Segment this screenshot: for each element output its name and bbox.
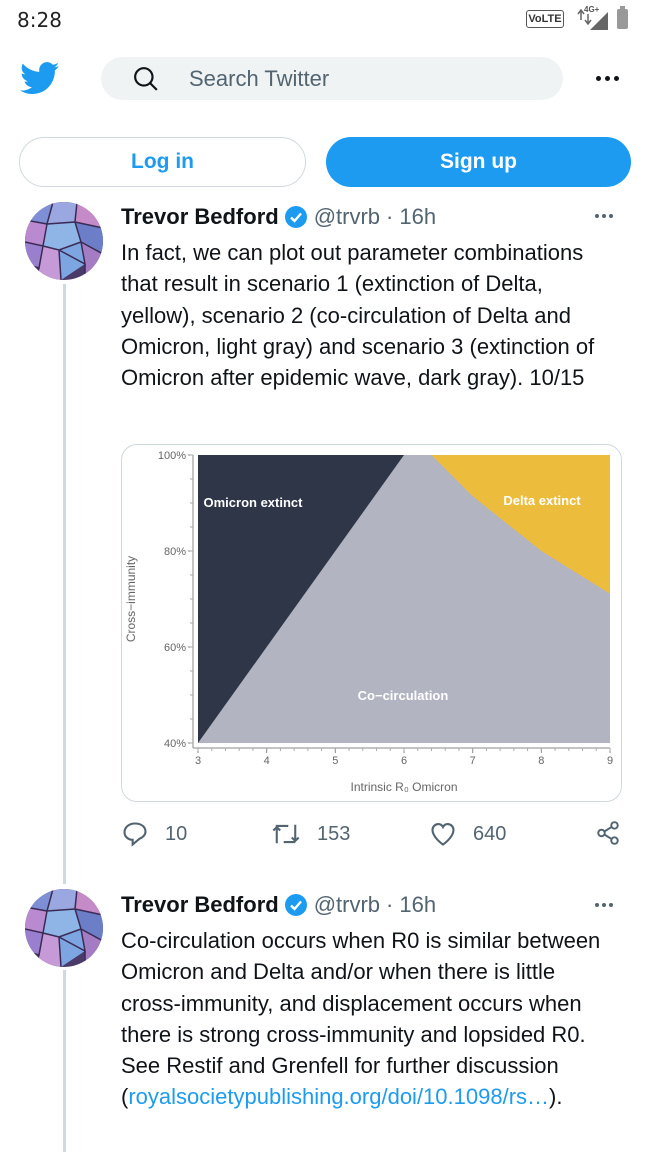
share-button[interactable]	[595, 820, 621, 846]
share-icon	[597, 821, 619, 845]
x-tick-label: 7	[470, 755, 476, 767]
reply-count: 10	[165, 822, 188, 845]
author-name[interactable]: Trevor Bedford	[121, 204, 279, 229]
search-icon	[134, 66, 158, 91]
like-count: 640	[473, 822, 507, 845]
separator: ·	[386, 892, 394, 917]
verified-badge-icon	[284, 205, 308, 229]
more-icon[interactable]	[596, 76, 619, 81]
search-bar[interactable]	[101, 57, 563, 100]
separator: ·	[386, 204, 394, 229]
tweet-text: In fact, we can plot out parameter combi…	[121, 240, 595, 391]
author-handle[interactable]: @trvrb	[313, 892, 381, 917]
top-bar	[0, 48, 648, 108]
region-delta-extinct	[431, 455, 610, 594]
network-type: 4G+	[584, 5, 600, 14]
signup-button[interactable]: Sign up	[326, 137, 631, 187]
y-tick-label: 100%	[158, 450, 186, 462]
thread-line	[63, 284, 66, 884]
status-bar: 8:28 VoLTE 4G+	[0, 0, 648, 38]
tweet-image-chart[interactable]: Omicron extinct Delta extinct Co−circulati…	[121, 444, 622, 802]
battery-icon	[617, 6, 628, 29]
heart-icon	[431, 823, 455, 846]
tweet-header: Trevor Bedford @trvrb · 16h	[121, 890, 436, 920]
tweet-body: Co-circulation occurs when R0 is similar…	[121, 928, 601, 1079]
login-button[interactable]: Log in	[19, 137, 306, 187]
x-tick-label: 6	[401, 755, 407, 767]
tweet-more-icon[interactable]	[595, 214, 613, 218]
reply-icon	[123, 822, 147, 847]
x-tick-label: 3	[195, 755, 201, 767]
tweet-actions: 10 153 640	[121, 820, 631, 856]
phase-diagram-chart: Omicron extinct Delta extinct Co−circulati…	[124, 450, 613, 794]
x-tick-label: 8	[538, 755, 544, 767]
x-axis-label: Intrinsic R₀ Omicron	[351, 780, 458, 794]
reply-button[interactable]: 10	[121, 820, 187, 848]
avatar[interactable]	[25, 202, 103, 280]
avatar-image	[25, 889, 103, 967]
tweet-link[interactable]: royalsocietypublishing.org/doi/10.1098/r…	[128, 1084, 550, 1110]
tweet-more-icon[interactable]	[595, 903, 613, 907]
link-open-paren: (	[121, 1084, 129, 1110]
avatar-image	[25, 202, 103, 280]
tweet-header: Trevor Bedford @trvrb · 16h	[121, 202, 436, 232]
twitter-bird-icon[interactable]	[20, 62, 60, 95]
signal-icon	[577, 8, 608, 30]
thread-line	[63, 970, 66, 1152]
retweet-icon	[272, 824, 300, 844]
y-tick-label: 80%	[164, 546, 186, 558]
verified-badge-icon	[284, 893, 308, 917]
x-tick-label: 4	[264, 755, 270, 767]
label-co-circulation: Co−circulation	[358, 688, 449, 703]
label-delta-extinct: Delta extinct	[503, 493, 581, 508]
label-omicron-extinct: Omicron extinct	[204, 495, 304, 510]
x-tick-label: 9	[607, 755, 613, 767]
volte-badge: VoLTE	[526, 10, 564, 28]
like-button[interactable]: 640	[429, 820, 506, 848]
tweet-age[interactable]: 16h	[399, 892, 437, 917]
y-tick-label: 60%	[164, 642, 186, 654]
tweet-age[interactable]: 16h	[399, 204, 437, 229]
x-tick-label: 5	[332, 755, 338, 767]
author-handle[interactable]: @trvrb	[313, 204, 381, 229]
link-close-paren: ).	[549, 1084, 563, 1110]
avatar[interactable]	[25, 889, 103, 967]
region-omicron-extinct	[198, 455, 404, 743]
y-axis-label: Cross−immunity	[124, 556, 138, 642]
status-time: 8:28	[17, 8, 62, 32]
y-tick-label: 40%	[164, 738, 186, 750]
tweet-text: Co-circulation occurs when R0 is similar…	[121, 925, 621, 1113]
retweet-count: 153	[317, 822, 351, 845]
author-name[interactable]: Trevor Bedford	[121, 892, 279, 917]
retweet-button[interactable]: 153	[271, 820, 350, 848]
search-input[interactable]	[187, 64, 521, 93]
